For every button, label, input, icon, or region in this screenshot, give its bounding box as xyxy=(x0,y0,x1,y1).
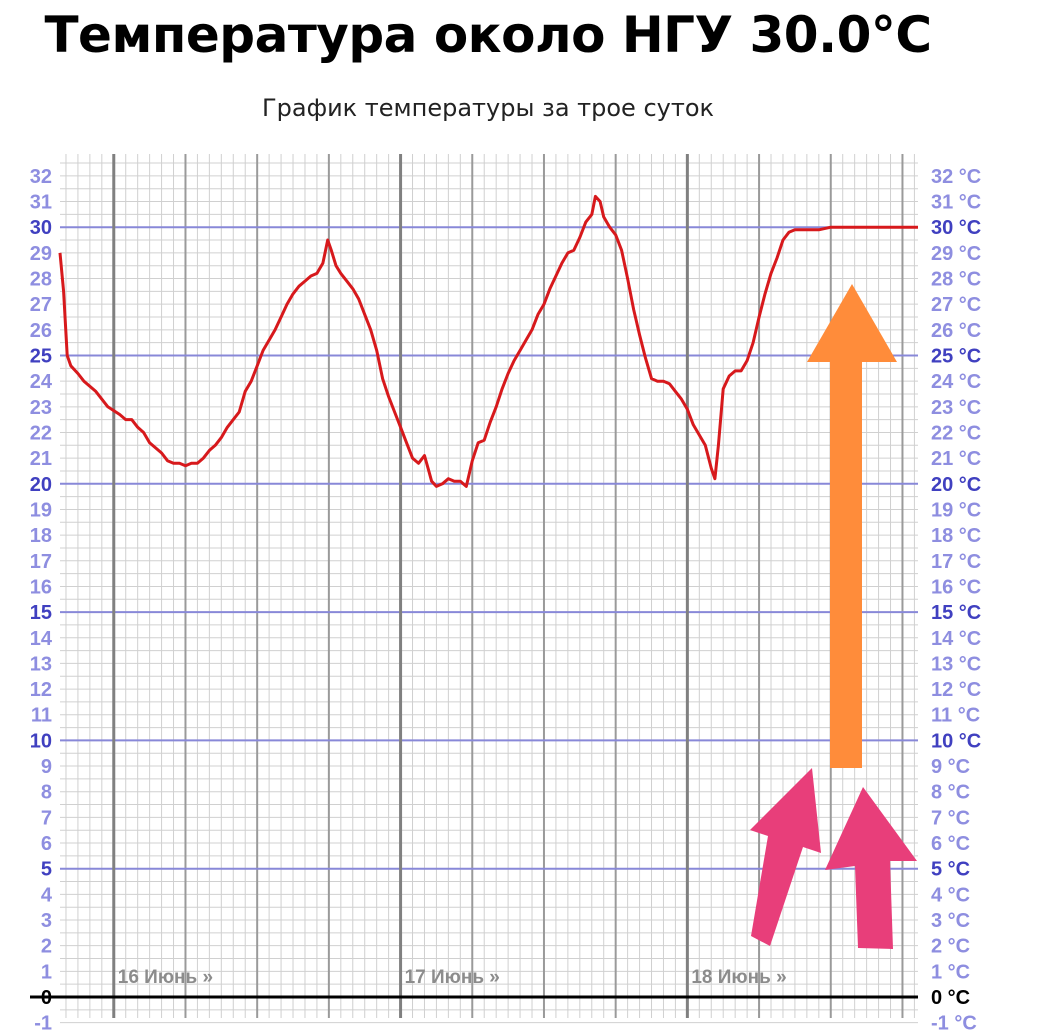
y-tick-right: 21 °C xyxy=(931,448,981,470)
y-tick-left: 23 xyxy=(30,397,52,419)
y-tick-right: 25 °C xyxy=(931,346,981,368)
y-tick-left: 21 xyxy=(30,448,52,470)
y-tick-left: 28 xyxy=(30,269,52,291)
y-tick-left: 20 xyxy=(30,474,52,496)
y-tick-right: 17 °C xyxy=(931,551,981,573)
pink-arrow-icon xyxy=(825,787,917,949)
y-tick-right: 30 °C xyxy=(931,217,981,239)
y-tick-left: 16 xyxy=(30,576,52,598)
y-tick-left: 1 xyxy=(41,961,52,983)
y-tick-right: 12 °C xyxy=(931,679,981,701)
y-tick-left: 25 xyxy=(30,346,52,368)
y-tick-right: 4 °C xyxy=(931,884,970,906)
y-tick-left: 3 xyxy=(41,910,52,932)
y-tick-right: 7 °C xyxy=(931,807,970,829)
y-tick-right: 18 °C xyxy=(931,525,981,547)
y-tick-left: 6 xyxy=(41,833,52,855)
y-tick-right: 5 °C xyxy=(931,859,970,881)
y-tick-left: -1 xyxy=(34,1013,52,1032)
y-tick-left: 29 xyxy=(30,243,52,265)
y-axis-right: -1 °C 0 °C 1 °C 2 °C 3 °C 4 °C 5 °C 6 °C 7 °C 8 °… xyxy=(931,166,981,1032)
y-tick-right: 16 °C xyxy=(931,576,981,598)
y-tick-right: 8 °C xyxy=(931,782,970,804)
y-tick-left: 14 xyxy=(30,628,53,650)
y-tick-left: 5 xyxy=(41,859,52,881)
series-temperature xyxy=(58,194,918,488)
y-tick-right: 32 °C xyxy=(931,166,981,188)
temperature-line xyxy=(58,194,918,488)
y-tick-left: 26 xyxy=(30,320,52,342)
y-tick-right: 20 °C xyxy=(931,474,981,496)
y-tick-left: 2 xyxy=(41,936,52,958)
y-tick-right: 22 °C xyxy=(931,422,981,444)
y-tick-right: 31 °C xyxy=(931,192,981,214)
y-tick-left: 13 xyxy=(30,653,52,675)
y-tick-right: 2 °C xyxy=(931,936,970,958)
y-tick-left: 22 xyxy=(30,422,52,444)
minor-grid xyxy=(60,154,918,1024)
day-label: 17 Июнь » xyxy=(405,967,500,988)
y-tick-left: 24 xyxy=(30,371,53,393)
y-tick-right: 26 °C xyxy=(931,320,981,342)
y-tick-right: 11 °C xyxy=(931,705,980,727)
y-tick-left: 19 xyxy=(30,499,52,521)
y-tick-right: 13 °C xyxy=(931,653,981,675)
y-tick-left: 15 xyxy=(30,602,52,624)
major-grid xyxy=(60,154,918,1018)
y-tick-right: 14 °C xyxy=(931,628,981,650)
y-tick-left: 10 xyxy=(30,730,52,752)
y-tick-right: 10 °C xyxy=(931,730,981,752)
y-tick-right: -1 °C xyxy=(931,1013,977,1032)
y-tick-right: 28 °C xyxy=(931,269,981,291)
y-tick-right: 15 °C xyxy=(931,602,981,624)
y-tick-left: 9 xyxy=(41,756,52,778)
y-tick-left: 31 xyxy=(30,192,52,214)
orange-up-arrow-icon xyxy=(807,284,897,768)
y-tick-right: 24 °C xyxy=(931,371,981,393)
y-tick-right: 3 °C xyxy=(931,910,970,932)
pink-arrow-icon xyxy=(750,768,821,946)
day-separators xyxy=(112,154,689,1018)
y-tick-left: 12 xyxy=(30,679,52,701)
y-tick-right: 23 °C xyxy=(931,397,981,419)
y-tick-right: 6 °C xyxy=(931,833,970,855)
y-tick-left: 8 xyxy=(41,782,52,804)
y-tick-right: 29 °C xyxy=(931,243,981,265)
day-label: 18 Июнь » xyxy=(691,967,786,988)
y-tick-left: 7 xyxy=(41,807,52,829)
y-tick-left: 30 xyxy=(30,217,52,239)
y-tick-left: 32 xyxy=(30,166,52,188)
page-subtitle: График температуры за трое суток xyxy=(261,94,714,122)
y-tick-right: 19 °C xyxy=(931,499,981,521)
y-tick-right: 9 °C xyxy=(931,756,970,778)
day-label: 16 Июнь » xyxy=(118,967,213,988)
y-tick-left: 18 xyxy=(30,525,52,547)
y-tick-right: 1 °C xyxy=(931,961,970,983)
y-tick-left: 0 xyxy=(41,987,52,1009)
y-axis-left: -101234567891011121314151617181920212223… xyxy=(30,166,53,1032)
y-tick-right: 27 °C xyxy=(931,294,981,316)
page-title: Температура около НГУ 30.0°C xyxy=(44,6,932,64)
annotation-arrows xyxy=(750,284,917,949)
y-tick-left: 27 xyxy=(30,294,52,316)
y-tick-left: 17 xyxy=(30,551,52,573)
y-tick-right: 0 °C xyxy=(931,987,970,1009)
day-labels: 16 Июнь » 17 Июнь » 18 Июнь » xyxy=(118,967,787,988)
y-tick-left: 4 xyxy=(41,884,53,906)
y-tick-left: 11 xyxy=(31,705,52,727)
